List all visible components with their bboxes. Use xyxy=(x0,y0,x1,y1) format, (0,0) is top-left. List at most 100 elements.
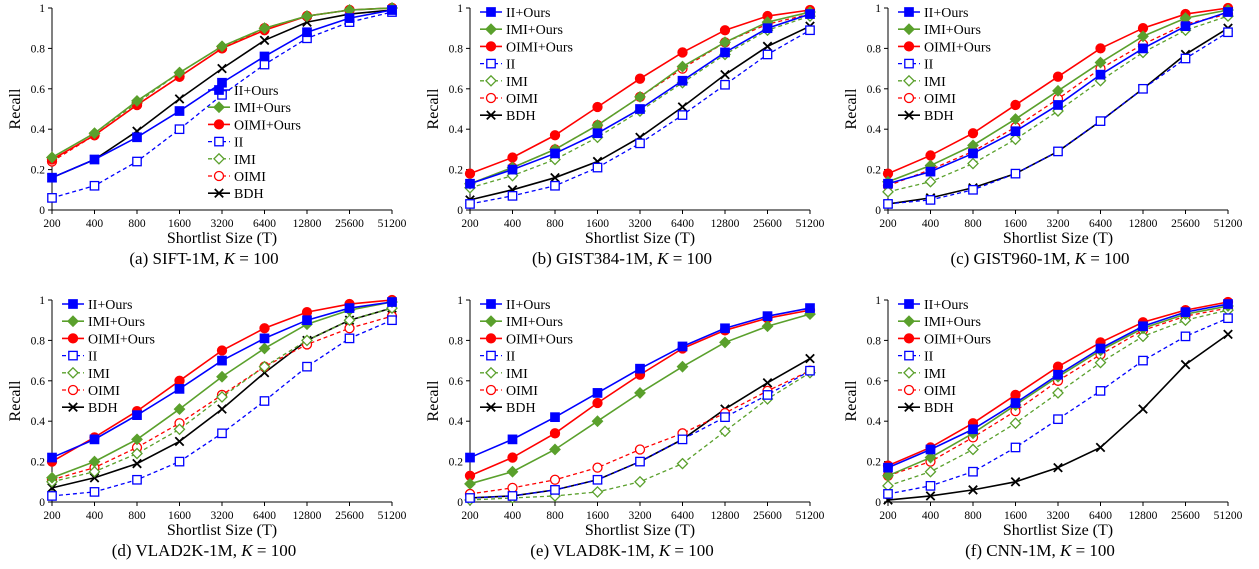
data-point-imi xyxy=(1179,314,1192,327)
data-point-ii xyxy=(507,191,518,201)
y-tick-label: 1 xyxy=(39,3,45,15)
data-point-ii-ours xyxy=(507,164,518,175)
legend-label: II xyxy=(234,136,244,151)
series-ii-ours xyxy=(883,299,1233,473)
data-point-ii xyxy=(174,456,185,467)
data-point-bdh xyxy=(217,63,227,74)
legend: II+Ours IMI+Ours OIMI+Ours II IMI OIMI BDH xyxy=(208,84,301,202)
data-point-ii-ours xyxy=(1053,100,1063,110)
data-point-imi xyxy=(591,485,604,498)
data-point-ii-ours xyxy=(387,297,397,307)
x-tick-label: 6400 xyxy=(1089,510,1112,522)
data-point-ii-ours xyxy=(387,5,397,15)
data-point-ii-ours xyxy=(1010,398,1021,408)
legend-label: IMI xyxy=(88,367,110,382)
axes: 0 0.2 0.4 0.6 0.8 1 200 400 800 1600 3200 6400 12800… xyxy=(31,3,407,230)
x-tick-label: 800 xyxy=(128,218,146,230)
data-point-imi xyxy=(967,443,979,456)
legend-item-ii-ours: II+Ours xyxy=(898,298,968,313)
x-tick-label: 25600 xyxy=(1171,218,1200,230)
data-point-ii-ours xyxy=(259,333,270,344)
axes: 0 0.2 0.4 0.6 0.8 1 200 400 800 1600 3200 6400 12800… xyxy=(449,3,825,230)
data-point-imi xyxy=(301,334,313,347)
series-ii-ours xyxy=(883,7,1233,189)
axes: 0 0.2 0.4 0.6 0.8 1 200 400 800 1600 3200 6400 12800… xyxy=(449,295,825,522)
data-point-ii-ours xyxy=(217,355,227,366)
chart-panel-a: 0 0.2 0.4 0.6 0.8 1 200 400 800 1600 3200 6400 12800… xyxy=(0,0,408,276)
data-point-imi-ours xyxy=(1009,113,1022,126)
data-point-bdh xyxy=(1180,359,1191,370)
series-line-ii-ours xyxy=(469,307,811,459)
data-point-ii xyxy=(550,485,560,495)
data-point-ii-ours xyxy=(344,13,355,23)
y-tick-label: 0.2 xyxy=(449,165,464,177)
legend-item-imi: IMI xyxy=(898,75,946,90)
axes: 0 0.2 0.4 0.6 0.8 1 200 400 800 1600 3200 6400 12800… xyxy=(31,295,407,522)
legend-item-ii-ours: II+Ours xyxy=(480,298,550,313)
x-tick-label: 200 xyxy=(461,510,479,522)
data-point-ii xyxy=(1095,386,1106,396)
data-point-imi xyxy=(173,423,186,436)
legend-label: IMI+Ours xyxy=(506,315,563,330)
legend-item-ii: II xyxy=(480,58,516,73)
x-tick-label: 12800 xyxy=(293,510,322,522)
legend-item-bdh: BDH xyxy=(480,109,536,124)
series-ii-ours xyxy=(465,303,815,463)
x-tick-label: 1600 xyxy=(168,218,191,230)
legend-label: IMI+Ours xyxy=(506,23,563,38)
data-point-ii xyxy=(1180,331,1191,342)
legend-marker xyxy=(904,7,914,17)
legend-item-imi-ours: IMI+Ours xyxy=(898,23,981,38)
legend-item-imi: IMI xyxy=(62,367,110,382)
legend-label: IMI xyxy=(506,367,528,382)
caption-suffix: = 100 xyxy=(252,541,297,560)
data-point-ii-ours xyxy=(968,424,978,435)
data-point-oimi-ours xyxy=(1052,361,1064,372)
data-point-oimi-ours xyxy=(549,130,561,141)
data-point-ii xyxy=(635,456,645,467)
y-tick-label: 0 xyxy=(457,205,463,217)
caption-prefix: (c) GIST960-1M, xyxy=(950,249,1075,268)
data-point-ii xyxy=(1223,313,1233,324)
data-point-imi xyxy=(719,425,731,438)
legend-label: II xyxy=(506,350,516,365)
data-point-ii-ours xyxy=(592,388,603,398)
legend-item-oimi: OIMI xyxy=(208,170,266,185)
caption-suffix: = 100 xyxy=(668,249,713,268)
legend-item-oimi: OIMI xyxy=(62,384,120,399)
legend-label: IMI+Ours xyxy=(924,23,981,38)
series-ii xyxy=(465,25,815,209)
x-tick-label: 12800 xyxy=(293,218,322,230)
data-point-imi-ours xyxy=(258,22,271,35)
legend-marker xyxy=(903,315,915,328)
legend-marker xyxy=(486,58,496,69)
y-tick-label: 0.8 xyxy=(867,43,882,55)
series-ii xyxy=(883,313,1233,499)
legend-marker xyxy=(67,366,79,379)
data-point-ii-ours xyxy=(550,148,560,159)
series-line-ii xyxy=(887,317,1229,495)
legend-item-bdh: BDH xyxy=(208,187,264,202)
data-point-bdh xyxy=(174,94,185,104)
y-tick-label: 0 xyxy=(457,497,463,509)
chart-svg-f: 0 0.2 0.4 0.6 0.8 1 200 400 800 1600 3200 6400 12800… xyxy=(843,295,1243,539)
chart-svg-a: 0 0.2 0.4 0.6 0.8 1 200 400 800 1600 3200 6400 12800… xyxy=(7,2,407,247)
x-tick-label: 51200 xyxy=(1214,218,1243,230)
chart-svg-e: 0 0.2 0.4 0.6 0.8 1 200 400 800 1600 3200 6400 12800… xyxy=(425,295,825,539)
legend-label: II+Ours xyxy=(924,298,968,313)
data-point-oimi xyxy=(592,462,603,473)
legend-marker xyxy=(213,152,225,165)
x-tick-label: 200 xyxy=(879,510,897,522)
legend-marker xyxy=(486,110,496,121)
data-point-imi-ours xyxy=(924,451,937,464)
data-point-oimi-ours xyxy=(592,397,603,409)
data-point-bdh xyxy=(550,172,560,183)
y-tick-label: 0 xyxy=(39,205,45,217)
data-point-ii-ours xyxy=(720,47,730,58)
data-point-ii xyxy=(677,434,688,445)
data-point-oimi-ours xyxy=(634,73,646,84)
legend-item-ii-ours: II+Ours xyxy=(480,6,550,21)
data-point-ii-ours xyxy=(762,23,773,34)
data-point-imi xyxy=(216,391,228,403)
data-point-imi-ours xyxy=(88,127,101,140)
